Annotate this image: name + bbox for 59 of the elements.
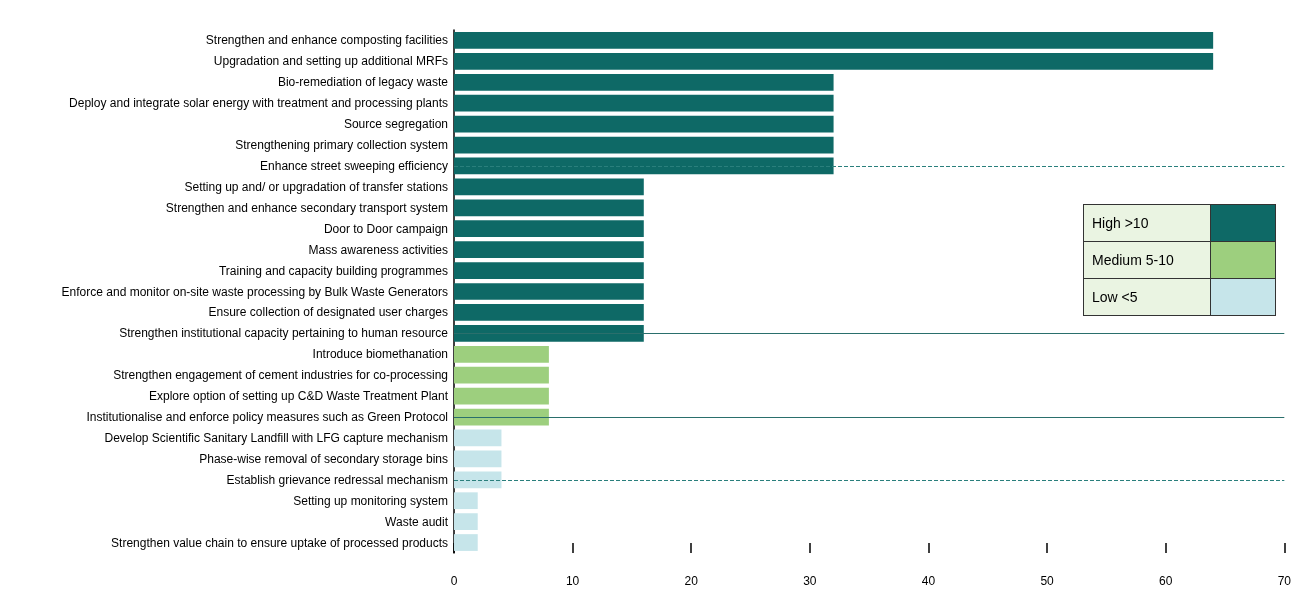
y-tick-label: Source segregation bbox=[343, 117, 448, 132]
y-tick-label: Enhance street sweeping efficiency bbox=[260, 158, 448, 173]
y-tick-label: Setting up monitoring system bbox=[293, 493, 448, 508]
bar bbox=[454, 429, 502, 447]
x-tick-label: 10 bbox=[565, 574, 580, 588]
y-tick-label: Strengthen value chain to ensure uptake of processed products bbox=[111, 535, 448, 550]
bar bbox=[454, 136, 834, 154]
bar bbox=[454, 157, 834, 175]
y-tick-label: Strengthening primary collection system bbox=[235, 138, 448, 153]
x-tick-label: 0 bbox=[450, 574, 458, 588]
bar bbox=[454, 345, 549, 363]
x-tick-label: 40 bbox=[921, 574, 936, 588]
bar bbox=[454, 73, 834, 91]
bar bbox=[454, 513, 478, 530]
bar bbox=[454, 241, 644, 259]
bar bbox=[454, 283, 644, 300]
y-tick-label: Upgradation and setting up additional MRFs bbox=[213, 54, 448, 69]
bar bbox=[454, 450, 502, 468]
bar bbox=[454, 366, 549, 384]
y-tick-label: Institutionalise and enforce policy measures such as Green Protocol bbox=[86, 410, 448, 425]
y-tick-label: Strengthen and enhance composting facilities bbox=[205, 33, 448, 48]
bar bbox=[454, 324, 644, 342]
x-tick-label: 50 bbox=[1040, 574, 1055, 588]
y-tick-label: Bio-remediation of legacy waste bbox=[277, 75, 449, 90]
bar bbox=[454, 220, 644, 238]
y-tick-label: Mass awareness activities bbox=[308, 242, 448, 257]
bar bbox=[454, 32, 1214, 49]
y-tick-label: Explore option of setting up C&D Waste Treatment Plant bbox=[148, 389, 449, 404]
x-tick-label: 20 bbox=[684, 574, 699, 588]
y-tick-label: Strengthen and enhance secondary transport system bbox=[165, 200, 448, 215]
legend-table: High >10 Medium 5-10 Low <5 bbox=[1083, 204, 1276, 316]
bar bbox=[454, 199, 644, 217]
bar bbox=[454, 534, 478, 551]
bar bbox=[454, 94, 834, 112]
y-tick-label: Deploy and integrate solar energy with treatment and processing plants bbox=[69, 96, 448, 111]
x-tick-label: 30 bbox=[803, 574, 817, 588]
y-tick-label: Training and capacity building programmes bbox=[218, 263, 448, 278]
y-tick-label: Phase-wise removal of secondary storage bins bbox=[199, 451, 448, 466]
y-tick-label: Ensure collection of designated user charges bbox=[208, 305, 448, 320]
y-tick-label: Develop Scientific Sanitary Landfill with LFG capture mechanism bbox=[104, 430, 448, 445]
y-tick-label: Waste audit bbox=[385, 514, 449, 529]
bar bbox=[454, 178, 644, 196]
x-tick-label: 60 bbox=[1159, 574, 1173, 588]
bar bbox=[454, 387, 549, 405]
x-tick-label: 70 bbox=[1277, 574, 1292, 588]
y-tick-label: Enforce and monitor on-site waste processing by Bulk Waste Generators bbox=[61, 284, 448, 299]
bar bbox=[454, 471, 502, 489]
bar bbox=[454, 262, 644, 279]
y-tick-label: Setting up and/ or upgradation of transfer stations bbox=[184, 179, 448, 194]
bar bbox=[454, 53, 1214, 70]
y-tick-label: Strengthen engagement of cement industries for co-processing bbox=[113, 368, 448, 383]
bar bbox=[454, 304, 644, 321]
bar bbox=[454, 492, 478, 510]
bar bbox=[454, 408, 549, 426]
bar bbox=[454, 115, 834, 133]
y-tick-label: Door to Door campaign bbox=[323, 221, 448, 236]
y-tick-label: Strengthen institutional capacity pertaining to human resource bbox=[119, 326, 449, 341]
y-tick-label: Establish grievance redressal mechanism bbox=[226, 472, 448, 487]
y-tick-label: Introduce biomethanation bbox=[312, 347, 448, 362]
